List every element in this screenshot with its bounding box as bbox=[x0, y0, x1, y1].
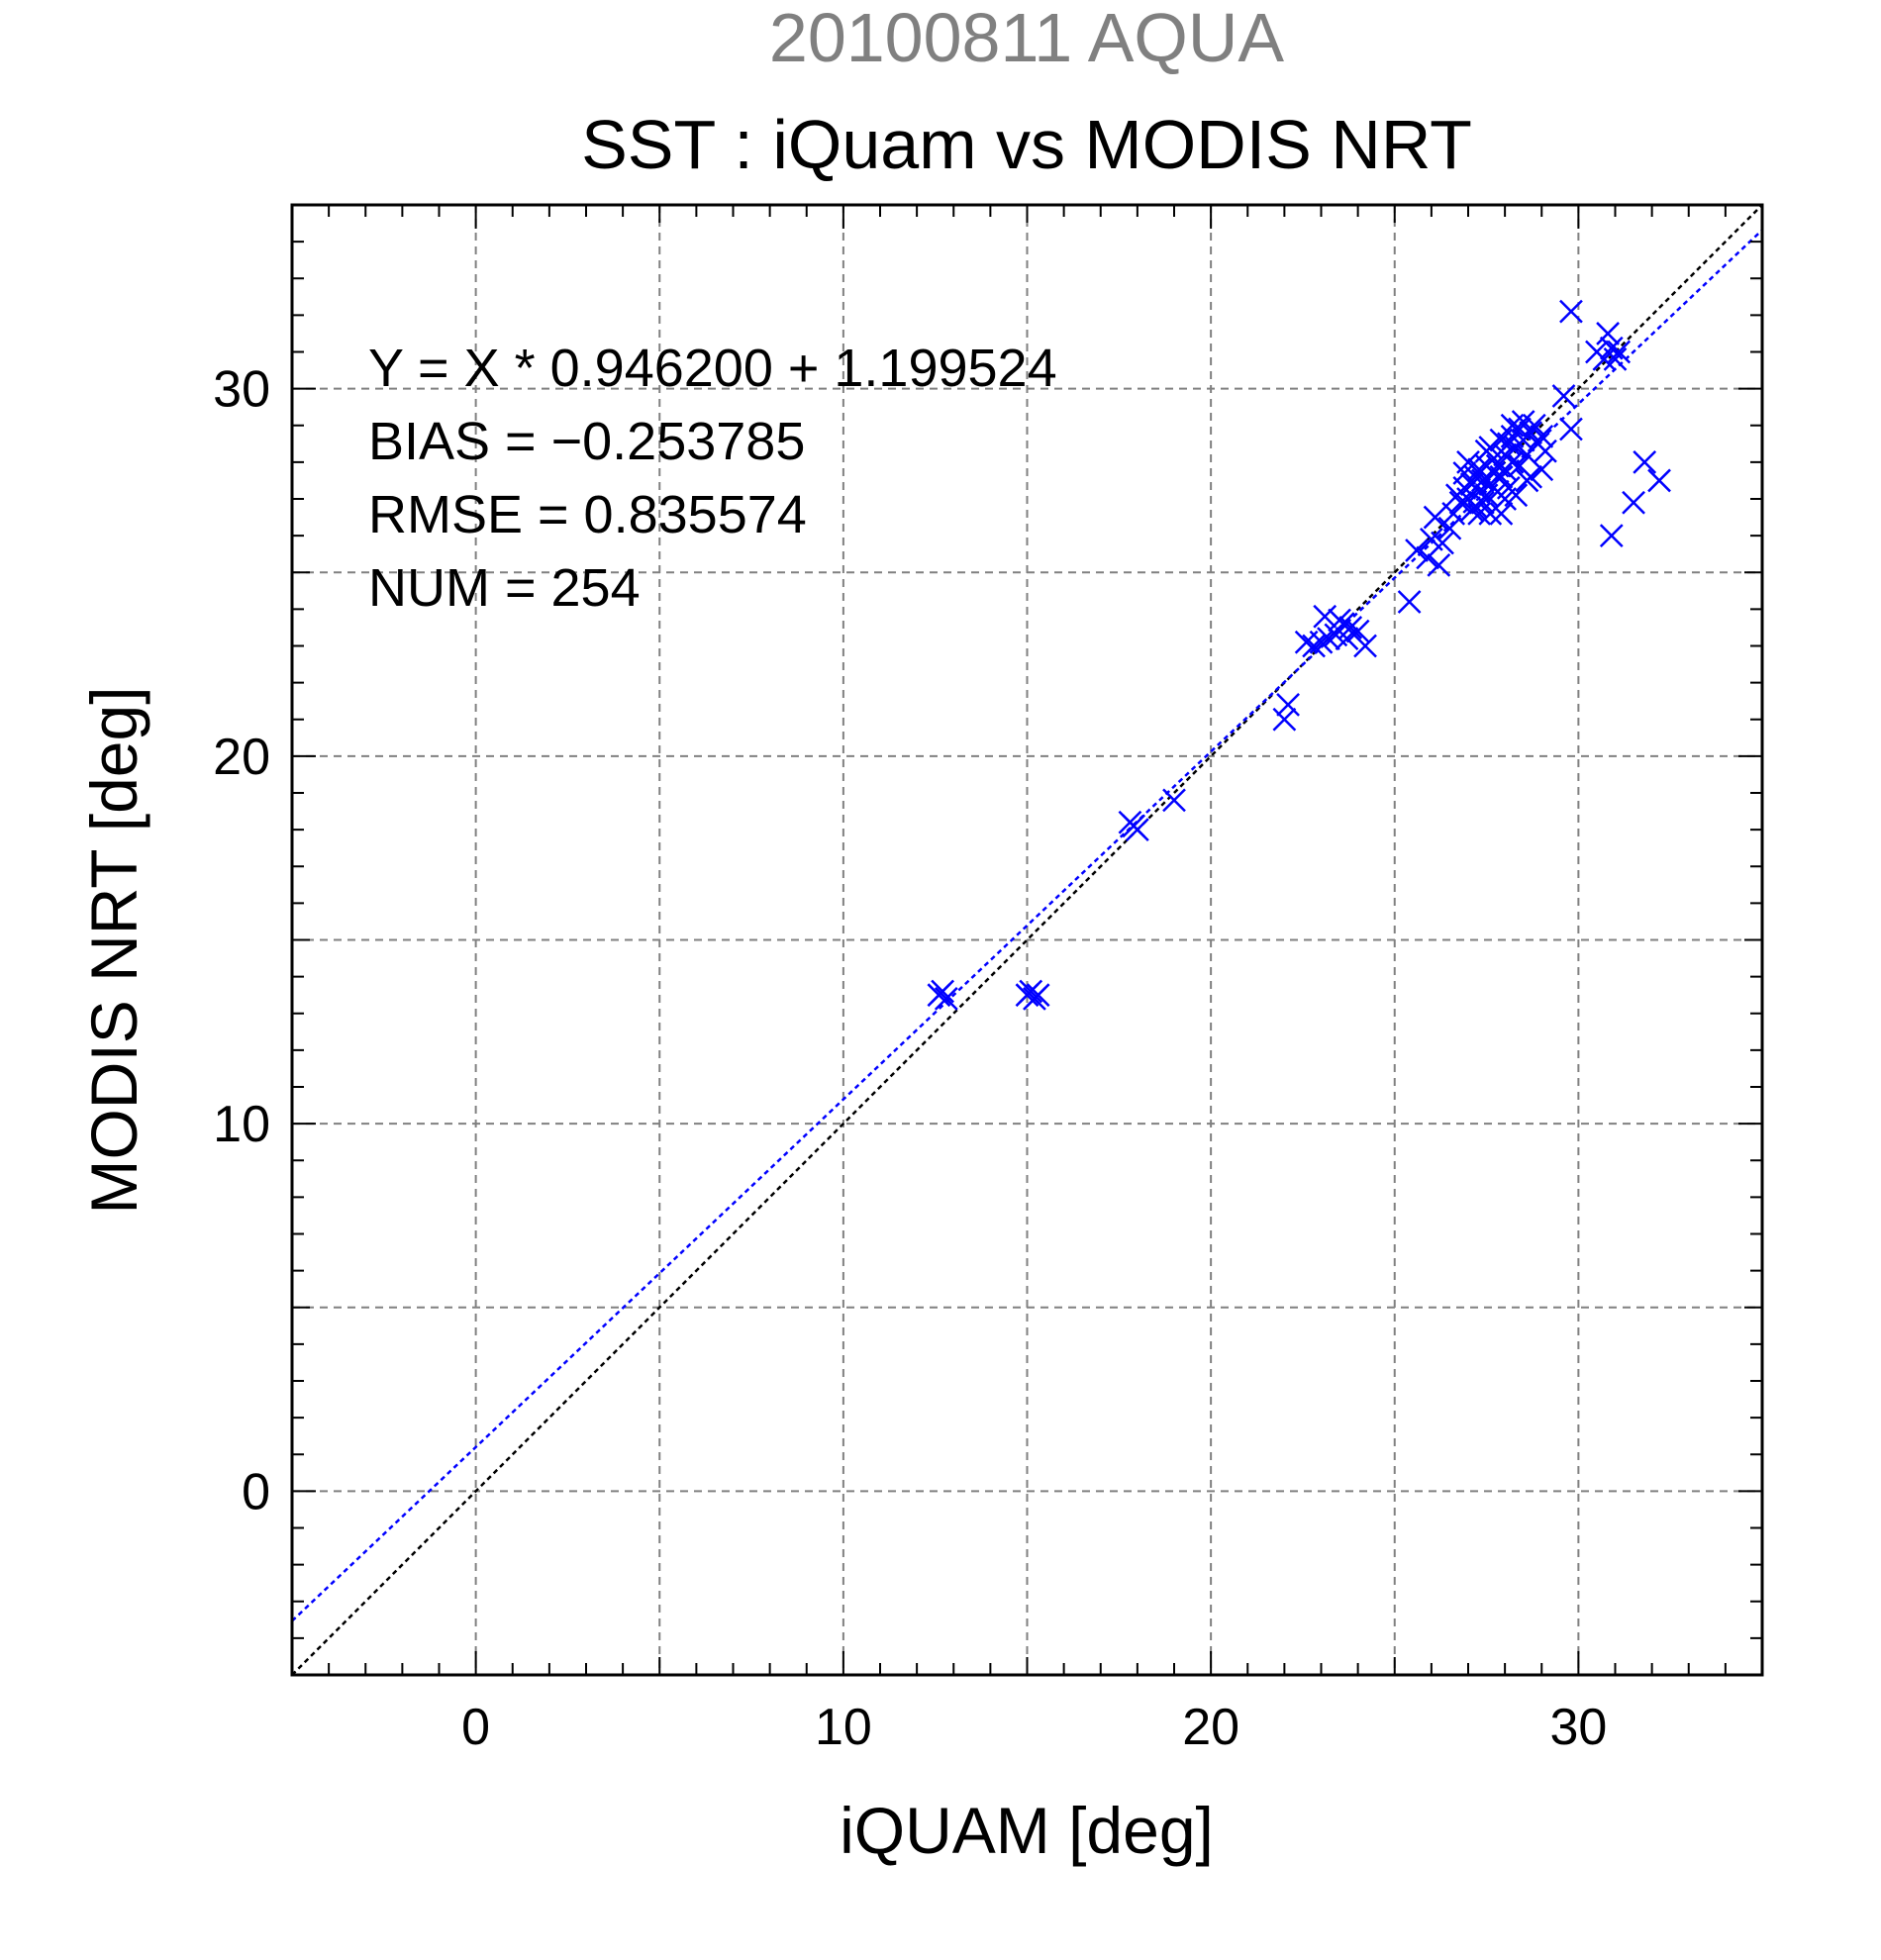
data-point bbox=[1405, 539, 1429, 562]
data-point bbox=[1559, 417, 1583, 441]
gridlines bbox=[292, 205, 1762, 1675]
axis-ticks bbox=[291, 204, 1763, 1676]
data-point bbox=[1519, 464, 1542, 489]
data-point bbox=[1599, 524, 1624, 548]
data-point bbox=[1489, 464, 1514, 489]
y-tick-label: 30 bbox=[213, 361, 270, 419]
chart-title: SST : iQuam vs MODIS NRT bbox=[581, 106, 1472, 183]
x-tick-label: 10 bbox=[815, 1699, 872, 1756]
x-tick-label: 0 bbox=[461, 1699, 490, 1756]
data-point bbox=[1313, 604, 1337, 629]
data-point bbox=[1118, 810, 1142, 834]
data-point bbox=[1162, 788, 1186, 813]
data-point bbox=[1522, 413, 1546, 438]
data-point bbox=[1489, 501, 1514, 526]
tick-labels: 0 10 20 30 0 10 20 30 bbox=[213, 361, 1607, 1756]
chart-subtitle: 20100811 AQUA bbox=[769, 0, 1285, 76]
data-point bbox=[1551, 384, 1576, 408]
stats-annotation: Y = X * 0.946200 + 1.199524 bbox=[368, 339, 1057, 398]
data-point bbox=[1603, 347, 1628, 371]
data-point bbox=[1353, 634, 1377, 658]
data-point bbox=[1592, 347, 1617, 371]
data-point bbox=[1437, 516, 1462, 540]
data-point bbox=[1302, 634, 1326, 658]
data-point bbox=[1622, 490, 1645, 515]
data-point bbox=[1478, 436, 1503, 459]
x-axis-label: iQUAM [deg] bbox=[840, 1794, 1214, 1867]
y-tick-label: 10 bbox=[213, 1096, 270, 1153]
y-axis-label: MODIS NRT [deg] bbox=[77, 686, 150, 1214]
data-point bbox=[1633, 449, 1657, 474]
data-point bbox=[1328, 608, 1351, 633]
data-point bbox=[1596, 322, 1620, 345]
data-point bbox=[1500, 413, 1525, 438]
stats-annotation: NUM = 254 bbox=[368, 558, 641, 618]
data-point bbox=[1500, 449, 1525, 474]
data-point bbox=[1423, 505, 1447, 530]
data-point bbox=[1496, 432, 1521, 456]
data-point bbox=[1493, 487, 1518, 511]
stats-annotation: RMSE = 0.835574 bbox=[368, 485, 807, 544]
plot-frame bbox=[290, 203, 1764, 1677]
y-tick-label: 20 bbox=[213, 729, 270, 786]
x-tick-label: 30 bbox=[1549, 1699, 1607, 1756]
data-point bbox=[1489, 428, 1514, 452]
stats-annotation: BIAS = −0.253785 bbox=[368, 412, 805, 471]
data-point bbox=[931, 979, 954, 1004]
data-point bbox=[1309, 630, 1334, 654]
data-point bbox=[1427, 552, 1451, 577]
data-point bbox=[1530, 425, 1554, 448]
data-point bbox=[1559, 299, 1583, 324]
data-point bbox=[934, 987, 958, 1011]
data-point bbox=[1431, 531, 1454, 555]
data-point bbox=[1534, 439, 1557, 463]
data-point bbox=[1397, 590, 1422, 614]
data-point bbox=[1276, 693, 1300, 717]
data-point bbox=[1345, 619, 1370, 643]
data-point bbox=[1467, 501, 1492, 526]
data-point bbox=[1019, 979, 1043, 1004]
data-point bbox=[1607, 340, 1632, 364]
data-point bbox=[1647, 468, 1671, 493]
data-point bbox=[1338, 616, 1363, 639]
stats-annotations: Y = X * 0.946200 + 1.199524 BIAS = −0.253… bbox=[368, 339, 1057, 618]
x-tick-label: 20 bbox=[1182, 1699, 1239, 1756]
data-point bbox=[1026, 983, 1050, 1008]
data-point bbox=[1456, 449, 1480, 474]
data-point bbox=[1272, 707, 1297, 732]
data-point bbox=[1448, 490, 1473, 515]
y-tick-label: 0 bbox=[242, 1463, 270, 1520]
data-points bbox=[927, 299, 1671, 1011]
data-point bbox=[1530, 457, 1554, 482]
